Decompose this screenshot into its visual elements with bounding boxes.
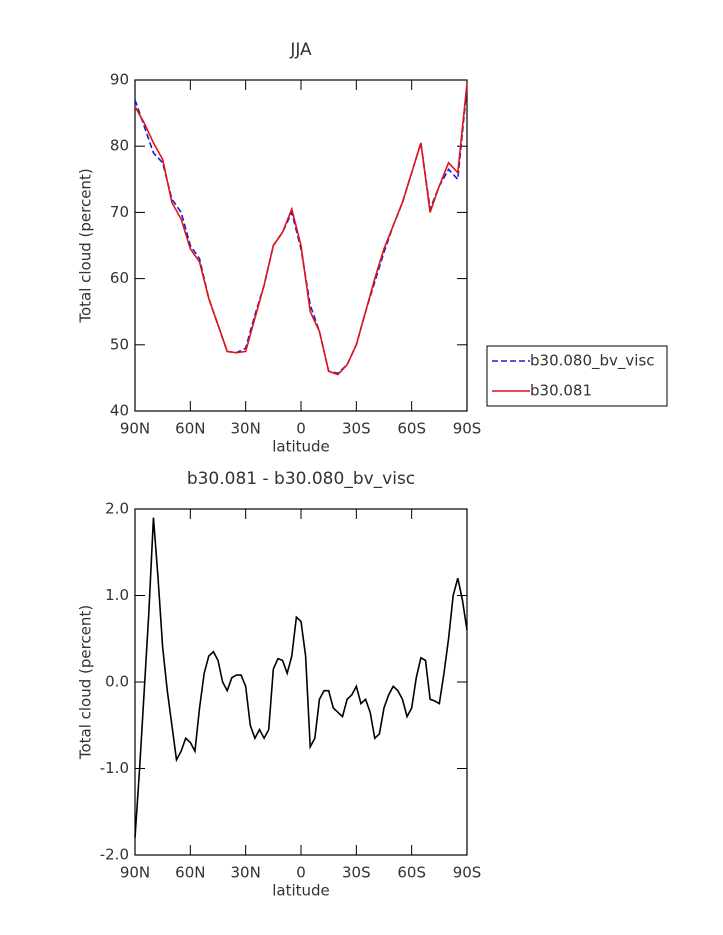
- x-tick-label: 60S: [397, 864, 426, 882]
- x-tick-label: 90S: [453, 864, 482, 882]
- y-axis-label: Total cloud (percent): [77, 168, 95, 323]
- legend-label: b30.081: [530, 382, 592, 400]
- chart-title: JJA: [289, 40, 312, 60]
- chart-title: b30.081 - b30.080_bv_visc: [187, 469, 415, 489]
- y-tick-label: 50: [110, 335, 129, 353]
- x-axis-label: latitude: [272, 438, 330, 456]
- x-tick-label: 0: [296, 420, 306, 438]
- y-axis-label: Total cloud (percent): [77, 605, 95, 760]
- x-tick-label: 0: [296, 864, 306, 882]
- y-tick-label: 40: [110, 402, 129, 420]
- x-axis-label: latitude: [272, 882, 330, 900]
- data-line: [134, 83, 468, 376]
- x-tick-label: 30N: [231, 864, 261, 882]
- x-tick-label: 60N: [175, 420, 205, 438]
- y-tick-label: -1.0: [100, 759, 129, 777]
- legend-label: b30.080_bv_visc: [530, 352, 655, 371]
- y-tick-label: -2.0: [100, 846, 129, 864]
- legend-box: [486, 345, 668, 407]
- y-tick-label: 2.0: [105, 500, 129, 518]
- plot-frame: [134, 508, 468, 856]
- x-tick-label: 90S: [453, 420, 482, 438]
- data-line: [134, 517, 468, 838]
- y-tick-label: 70: [110, 203, 129, 221]
- x-tick-label: 90N: [120, 864, 150, 882]
- x-tick-label: 30S: [342, 420, 371, 438]
- x-tick-label: 30S: [342, 864, 371, 882]
- x-tick-label: 60N: [175, 864, 205, 882]
- y-tick-label: 80: [110, 137, 129, 155]
- y-tick-label: 1.0: [105, 586, 129, 604]
- y-tick-label: 90: [110, 71, 129, 89]
- x-tick-label: 30N: [231, 420, 261, 438]
- x-tick-label: 60S: [397, 420, 426, 438]
- y-tick-label: 0.0: [105, 673, 129, 691]
- x-tick-label: 90N: [120, 420, 150, 438]
- y-tick-label: 60: [110, 269, 129, 287]
